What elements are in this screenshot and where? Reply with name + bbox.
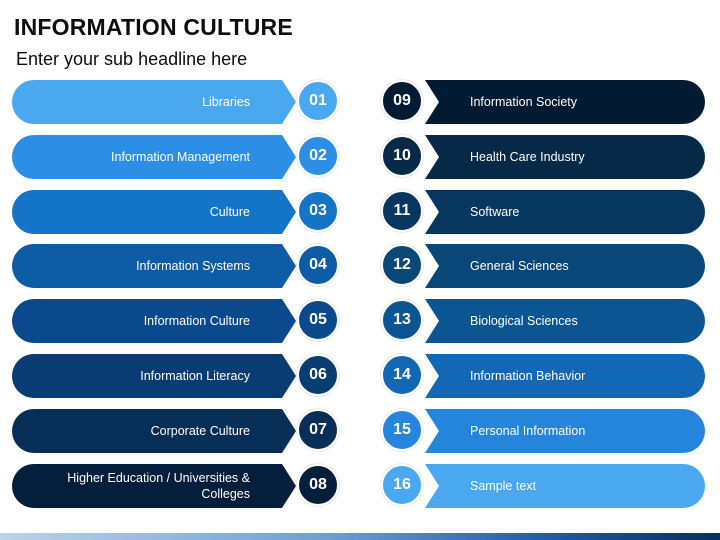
list-item-13: Biological Sciences 13 (381, 298, 720, 344)
item-label: Information Management (111, 149, 250, 164)
list-item-02: Information Management 02 (0, 134, 340, 180)
item-label: Corporate Culture (150, 423, 250, 438)
item-label: Health Care Industry (470, 149, 585, 164)
item-label: General Sciences (470, 259, 569, 274)
item-bar-shape (12, 354, 296, 398)
item-label: Biological Sciences (470, 314, 578, 329)
item-label: Information Culture (143, 314, 250, 329)
list-item-16: Sample text 16 (381, 463, 720, 509)
item-bar-shape (425, 80, 705, 124)
item-label: Culture (209, 204, 250, 219)
page-title: INFORMATION CULTURE (14, 14, 293, 40)
item-label: Software (470, 204, 520, 219)
item-label: Information Systems (136, 259, 250, 274)
item-bar-shape (425, 408, 705, 453)
item-number-badge: 12 (381, 244, 423, 287)
item-label: Libraries (202, 95, 250, 109)
item-label: Information Behavior (470, 369, 586, 383)
list-item-12: General Sciences 12 (381, 243, 720, 289)
item-bar-shape (425, 244, 705, 289)
page-subtitle: Enter your sub headline here (16, 49, 248, 69)
item-number-badge: 06 (297, 354, 339, 396)
list-item-08: Higher Education / Universities & Colleg… (0, 463, 340, 509)
item-number-badge: 14 (381, 354, 423, 396)
list-item-01: Libraries 01 (0, 79, 340, 125)
list-item-03: Culture 03 (0, 189, 340, 235)
list-item-11: Software 11 (381, 189, 720, 235)
item-bar-shape (12, 134, 296, 179)
item-number-badge: 11 (381, 189, 423, 232)
item-label: Information Society (470, 95, 577, 109)
item-bar-shape (12, 408, 296, 453)
item-label: Information Literacy (140, 369, 250, 383)
list-item-06: Information Literacy 06 (0, 353, 340, 399)
item-number-badge: 04 (297, 244, 339, 287)
item-bar-shape (12, 244, 296, 289)
item-number-badge: 15 (381, 408, 423, 451)
item-bar-shape (12, 189, 296, 234)
item-bar-shape (425, 299, 705, 344)
item-number-badge: 07 (297, 408, 339, 451)
footer-gradient-bar (0, 533, 720, 540)
item-number-badge: 08 (297, 463, 339, 506)
item-label: Higher Education / Universities & Colleg… (67, 470, 250, 501)
list-item-07: Corporate Culture 07 (0, 408, 340, 454)
list-item-04: Information Systems 04 (0, 243, 340, 289)
item-number-badge: 01 (297, 80, 339, 122)
item-number-badge: 10 (381, 134, 423, 177)
list-item-05: Information Culture 05 (0, 298, 340, 344)
item-number-badge: 02 (297, 134, 339, 177)
item-label: Sample text (470, 478, 537, 493)
item-number-badge: 03 (297, 189, 339, 232)
item-number-badge: 13 (381, 299, 423, 342)
item-label: Personal Information (470, 423, 586, 438)
item-bar-shape (425, 134, 705, 179)
item-bar-shape (425, 463, 705, 508)
item-number-badge: 09 (381, 80, 423, 122)
item-number-badge: 05 (297, 299, 339, 342)
item-number-badge: 16 (381, 463, 423, 506)
list-item-10: Health Care Industry 10 (381, 134, 720, 180)
list-item-09: Information Society 09 (381, 79, 720, 125)
item-bar-shape (12, 80, 296, 124)
item-bar-shape (12, 299, 296, 344)
item-bar-shape (425, 354, 705, 398)
list-item-14: Information Behavior 14 (381, 353, 720, 399)
list-item-15: Personal Information 15 (381, 408, 720, 454)
item-bar-shape (12, 463, 296, 508)
item-bar-shape (425, 189, 705, 234)
